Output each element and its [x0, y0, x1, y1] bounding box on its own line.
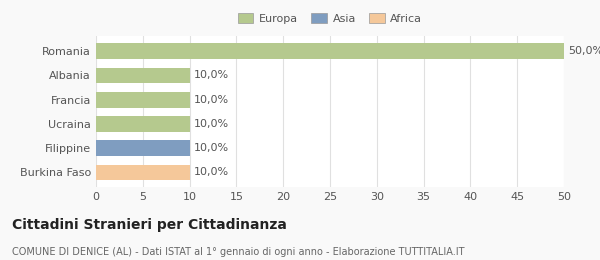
Text: COMUNE DI DENICE (AL) - Dati ISTAT al 1° gennaio di ogni anno - Elaborazione TUT: COMUNE DI DENICE (AL) - Dati ISTAT al 1°… [12, 247, 464, 257]
Bar [96, 140, 190, 156]
Text: Cittadini Stranieri per Cittadinanza: Cittadini Stranieri per Cittadinanza [12, 218, 287, 232]
Text: 50,0%: 50,0% [569, 46, 600, 56]
Bar [96, 92, 190, 108]
Bar [96, 43, 564, 59]
Bar [96, 165, 190, 180]
Text: 10,0%: 10,0% [194, 119, 229, 129]
Legend: Europa, Asia, Africa: Europa, Asia, Africa [233, 9, 427, 28]
Text: 10,0%: 10,0% [194, 70, 229, 80]
Text: 10,0%: 10,0% [194, 143, 229, 153]
Text: 10,0%: 10,0% [194, 95, 229, 105]
Bar [96, 116, 190, 132]
Bar [96, 68, 190, 83]
Text: 10,0%: 10,0% [194, 167, 229, 178]
